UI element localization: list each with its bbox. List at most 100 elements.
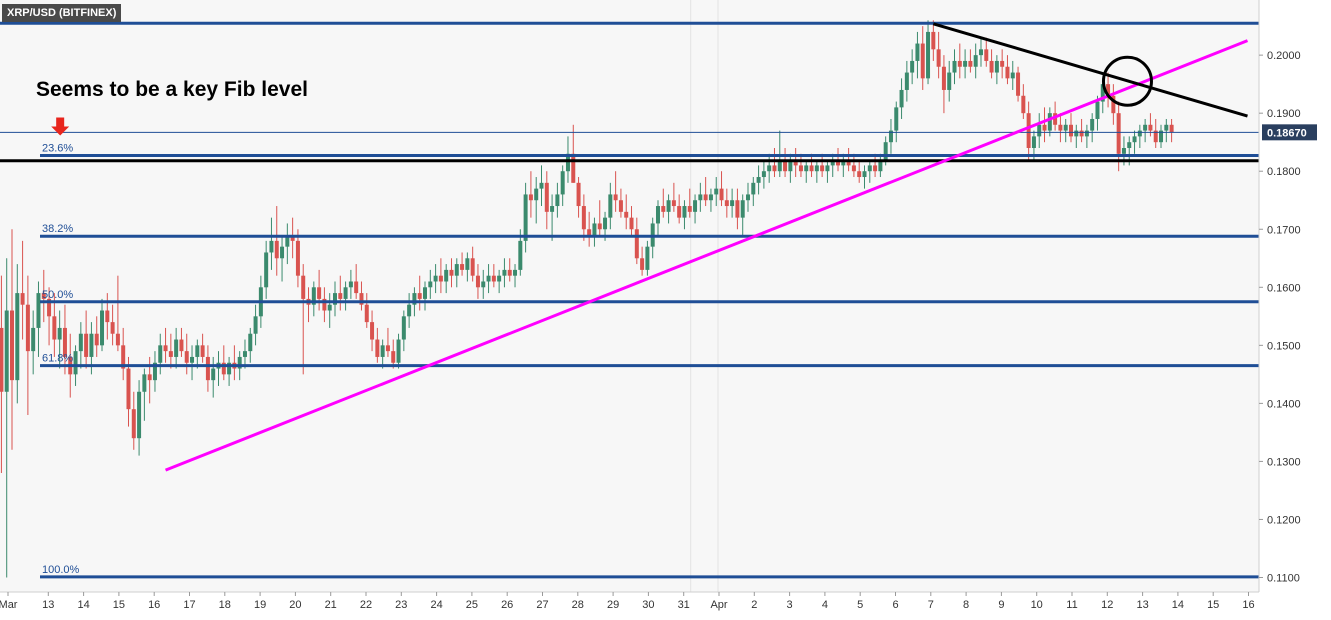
candle-body [534, 188, 539, 201]
candle-body [539, 182, 544, 189]
candle-body [438, 275, 443, 282]
candle-body [491, 275, 496, 282]
candle-body [1010, 72, 1015, 79]
candle-body [693, 200, 698, 212]
candle-body [571, 153, 576, 183]
y-tick-label: 0.1800 [1267, 166, 1301, 178]
x-tick-label: 25 [466, 599, 478, 611]
symbol-label: XRP/USD (BITFINEX) [2, 4, 122, 22]
candle-body [121, 345, 126, 369]
candle-body [926, 31, 931, 79]
current-price-badge [1262, 124, 1317, 141]
candle-body [513, 269, 518, 276]
candle-body [1132, 136, 1137, 143]
candle-body [31, 327, 36, 352]
x-tick-label: 23 [395, 599, 407, 611]
candle-body [724, 200, 729, 207]
y-tick-label: 0.1200 [1267, 514, 1301, 526]
fib-level-label: 23.6% [42, 143, 73, 155]
fib-level-label: 38.2% [42, 223, 73, 235]
candle-body [454, 264, 459, 276]
trendline-ascending [165, 39, 1249, 472]
candle-body [618, 200, 623, 212]
candle-body [751, 182, 756, 195]
x-tick-label: 4 [822, 599, 828, 611]
x-tick-label: 27 [536, 599, 548, 611]
candle-body [126, 368, 131, 410]
candle-body [957, 60, 962, 67]
candle-body [1031, 136, 1036, 148]
candle-body [179, 339, 184, 352]
candle-body [375, 339, 380, 357]
candle-body [883, 142, 888, 160]
candle-body [385, 345, 390, 352]
candle-body [783, 159, 788, 172]
candle-body [740, 200, 745, 218]
candle-body [481, 281, 486, 288]
candle-body [62, 327, 67, 357]
candle-body [941, 66, 946, 90]
x-tick-label: 24 [430, 599, 442, 611]
candle-body [322, 298, 327, 311]
candle-body [190, 356, 195, 363]
level-lines: 23.6% 38.2% 50.0% 61.8% 100.0% [0, 21, 1259, 579]
candle-body [873, 165, 878, 172]
candle-body [1090, 118, 1095, 131]
x-tick-label: 5 [857, 599, 863, 611]
candle-body [825, 165, 830, 172]
candle-body [867, 165, 872, 172]
candle-body [354, 281, 359, 294]
candle-body [772, 165, 777, 172]
candle-body [1164, 124, 1169, 131]
candle-body [1121, 148, 1126, 154]
candle-body [0, 327, 4, 392]
trendline-descending [932, 22, 1248, 118]
y-tick-label: 0.1600 [1267, 282, 1301, 294]
candle-body [973, 55, 978, 67]
candle-body [963, 60, 968, 67]
candle-body [184, 351, 189, 363]
x-tick-label: 15 [113, 599, 125, 611]
candle-body [285, 235, 290, 247]
candle-body [592, 223, 597, 236]
candle-body [364, 304, 369, 323]
candle-body [497, 275, 502, 282]
candle-body [936, 49, 941, 67]
candle-body [10, 310, 14, 381]
candle-body [396, 339, 401, 363]
candle-body [851, 165, 856, 172]
candle-body [878, 159, 883, 172]
candle-body [1153, 130, 1158, 143]
candle-body [100, 310, 105, 346]
candle-body [894, 107, 899, 131]
candle-body [338, 293, 343, 299]
candle-body [1106, 84, 1111, 96]
candle-body [560, 171, 565, 195]
candle-body [798, 165, 803, 172]
x-tick-label: 28 [572, 599, 584, 611]
candle-body [550, 206, 555, 212]
candle-body [1143, 124, 1148, 131]
candle-body [756, 177, 761, 183]
candle-body [449, 269, 454, 276]
x-tick-label: 13 [1136, 599, 1148, 611]
candle-body [714, 188, 719, 195]
candle-body [777, 159, 782, 172]
candle-body [1084, 130, 1089, 137]
annotation-text: Seems to be a key Fib level [36, 78, 308, 101]
candle-body [677, 206, 682, 218]
y-tick-label: 0.1900 [1267, 108, 1301, 120]
candle-body [862, 171, 867, 178]
x-tick-label: 10 [1031, 599, 1043, 611]
candle-body [57, 327, 62, 340]
candle-body [417, 293, 422, 299]
candle-body [465, 258, 470, 270]
candle-body [52, 316, 57, 340]
y-axis-panel [1259, 0, 1331, 615]
candle-body [391, 351, 396, 363]
candle-body [994, 60, 999, 73]
x-tick-label: 19 [254, 599, 266, 611]
